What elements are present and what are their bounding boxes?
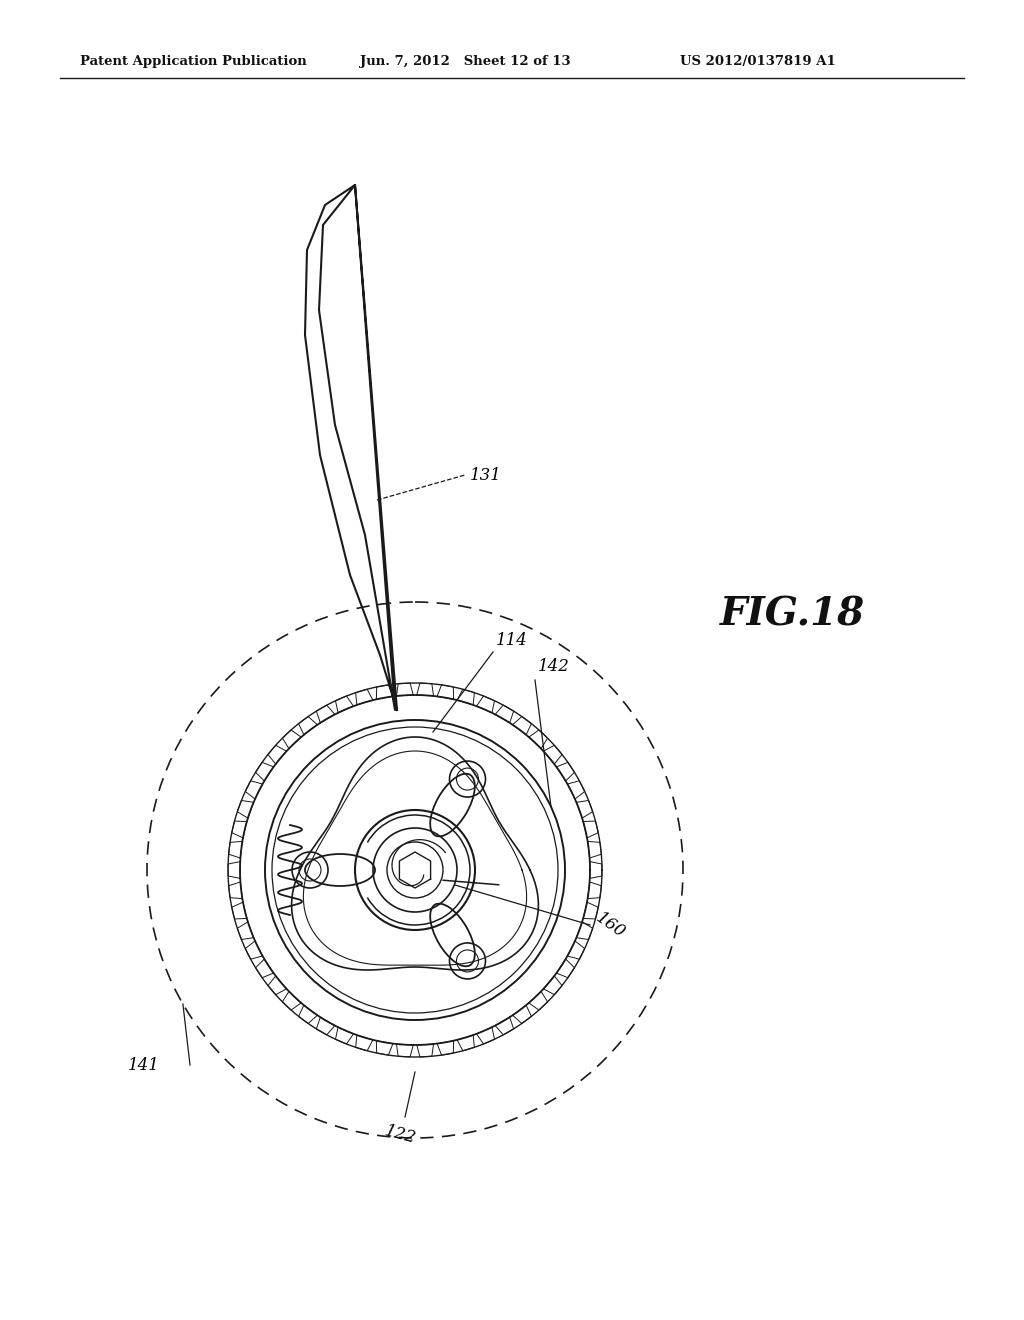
Text: 114: 114 — [496, 632, 528, 649]
Text: US 2012/0137819 A1: US 2012/0137819 A1 — [680, 55, 836, 69]
Text: 142: 142 — [538, 657, 570, 675]
Text: 160: 160 — [593, 909, 629, 941]
Text: Jun. 7, 2012   Sheet 12 of 13: Jun. 7, 2012 Sheet 12 of 13 — [360, 55, 570, 69]
Text: 141: 141 — [128, 1056, 160, 1073]
Text: Patent Application Publication: Patent Application Publication — [80, 55, 307, 69]
Text: FIG.18: FIG.18 — [720, 597, 865, 634]
Text: 122: 122 — [382, 1122, 418, 1147]
Text: 131: 131 — [470, 466, 502, 483]
